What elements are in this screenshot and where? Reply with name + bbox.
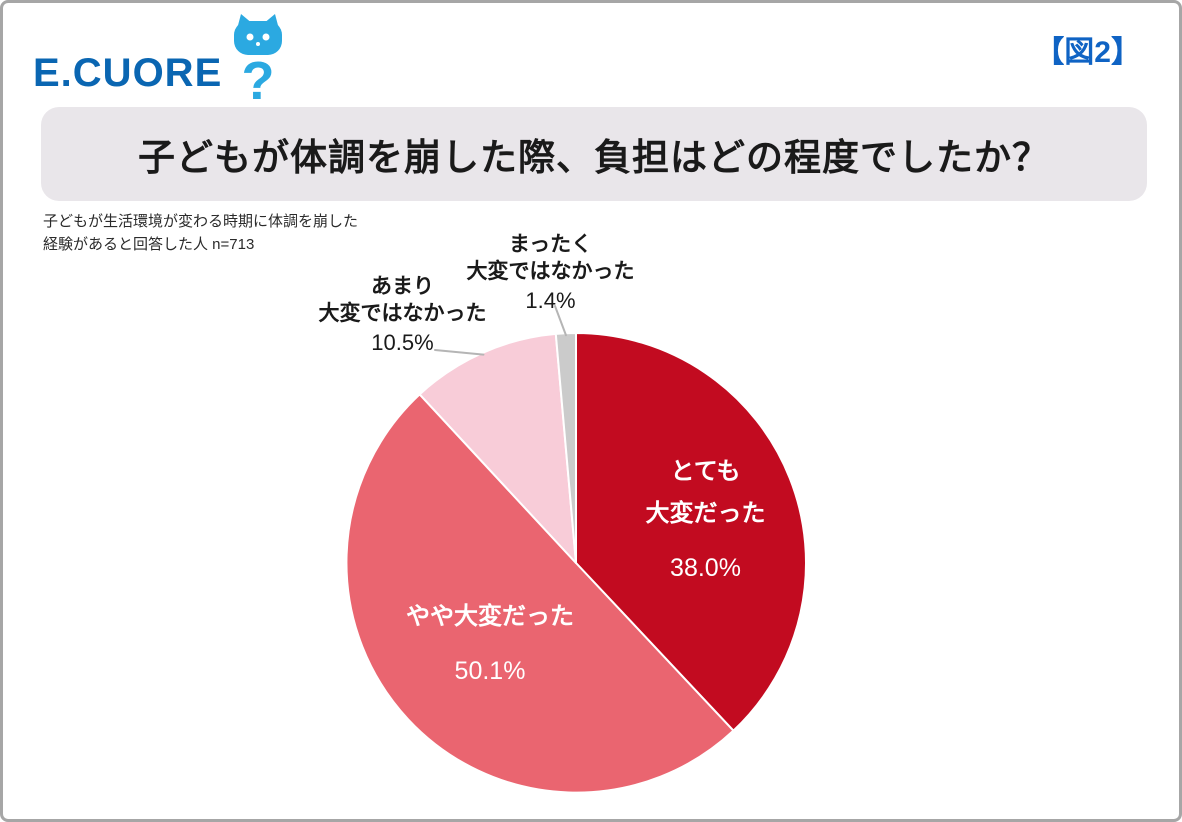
- sample-note-line2: 経験があると回答した人 n=713: [43, 235, 255, 253]
- percent-value: 10.5%: [371, 330, 434, 355]
- pie-slice-1: [345, 393, 735, 794]
- label-very-hard: とても 大変だった 38.0%: [613, 451, 798, 589]
- label-line: まったく: [508, 233, 593, 256]
- label-not-very-hard: あまり 大変ではなかった 10.5%: [295, 273, 510, 356]
- pie-slice-0: [575, 332, 807, 732]
- figure-tag: 【図2】: [1034, 36, 1141, 69]
- label-somewhat-hard: やや大変だった 50.1%: [375, 596, 605, 692]
- label-line: やや大変だった: [406, 603, 574, 630]
- label-line: とても: [670, 458, 741, 485]
- question-title-bar: 子どもが体調を崩した際、負担はどの程度でしたか？: [41, 107, 1147, 201]
- leader-line-2: [434, 349, 485, 356]
- sample-note-line1: 子どもが生活環境が変わる時期に体調を崩した: [43, 213, 359, 230]
- question-title: 子どもが体調を崩した際、負担はどの程度でしたか？: [138, 137, 1050, 178]
- pie-slice-2: [418, 332, 577, 564]
- logo-question-mark: ?: [242, 51, 275, 103]
- leader-line-3: [554, 305, 567, 337]
- pie-chart: [316, 273, 836, 819]
- label-line: 大変ではなかった: [318, 302, 487, 325]
- label-not-at-all-hard: まったく 大変ではなかった 1.4%: [443, 231, 658, 314]
- percent-value: 38.0%: [670, 554, 741, 582]
- pie-svg: [345, 305, 807, 794]
- logo-text: E.CUORE: [33, 51, 223, 95]
- label-line: 大変ではなかった: [466, 260, 635, 283]
- label-line: あまり: [371, 275, 434, 298]
- cat-mascot-icon: ?: [234, 14, 283, 103]
- ecuore-logo: E.CUORE ?: [33, 14, 290, 103]
- sample-note: 子どもが生活環境が変わる時期に体調を崩した 経験があると回答した人 n=713: [43, 211, 358, 256]
- percent-value: 1.4%: [525, 288, 576, 313]
- percent-value: 50.1%: [454, 657, 526, 685]
- label-line: 大変だった: [645, 500, 766, 527]
